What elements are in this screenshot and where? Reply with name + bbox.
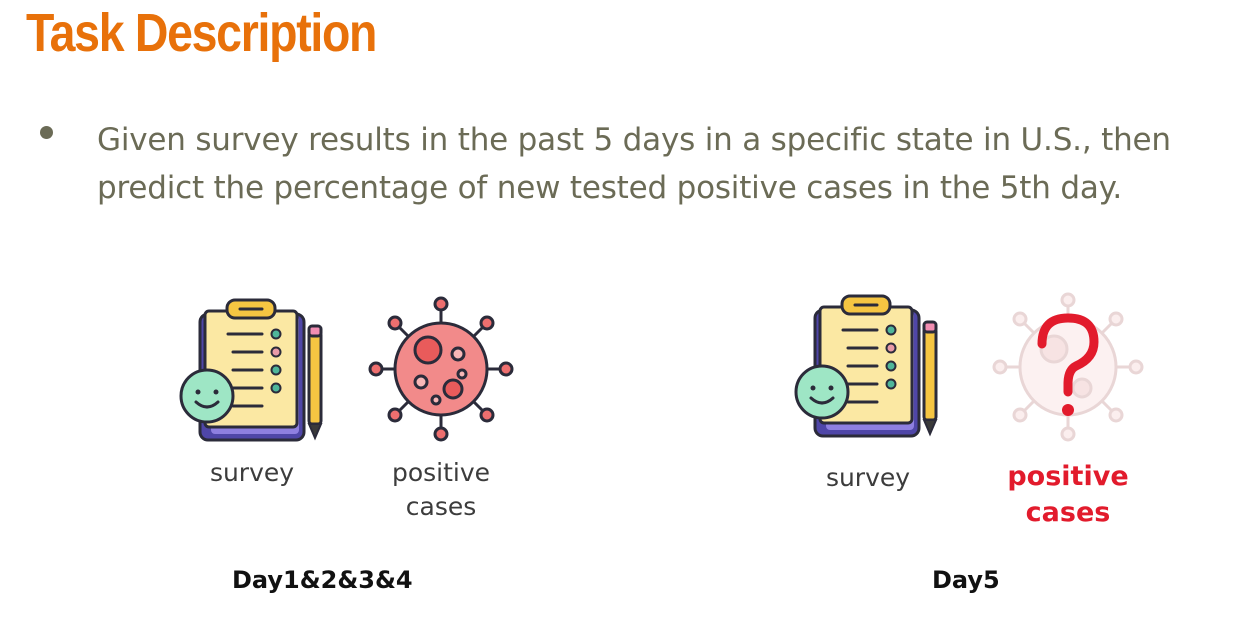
survey-label-left: survey bbox=[209, 458, 295, 487]
virus-icon bbox=[368, 296, 514, 442]
positive-cases-label-right-line1: positive bbox=[1007, 461, 1129, 492]
survey-label-right: survey bbox=[825, 463, 911, 492]
positive-cases-label-right-line2: cases bbox=[1025, 497, 1111, 528]
day-label-right: Day5 bbox=[932, 566, 1000, 594]
page-title: Task Description bbox=[26, 3, 377, 63]
faded-virus-question-icon bbox=[992, 292, 1144, 442]
positive-cases-label-left-line1: positive bbox=[391, 458, 491, 487]
clipboard-survey-icon bbox=[794, 294, 938, 438]
task-description-text: Given survey results in the past 5 days … bbox=[97, 122, 1171, 206]
positive-cases-label-left-line2: cases bbox=[405, 492, 477, 521]
day-label-left: Day1&2&3&4 bbox=[232, 566, 413, 594]
bullet-dot bbox=[40, 126, 53, 139]
clipboard-survey-icon bbox=[179, 298, 323, 442]
